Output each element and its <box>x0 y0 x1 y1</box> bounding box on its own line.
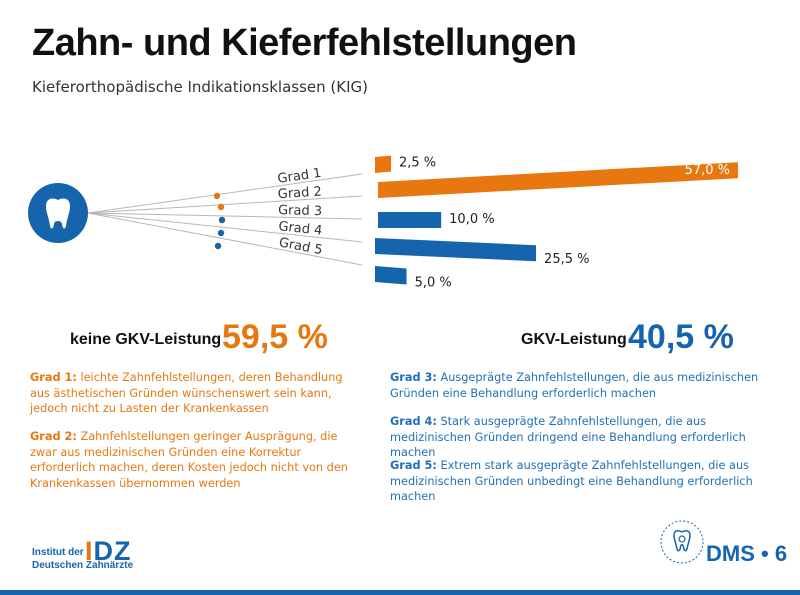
connector-line <box>87 173 363 214</box>
category-tick-label: Grad 5 <box>278 235 324 258</box>
grade-3-description: Grad 3: Ausgeprägte Zahnfehlstellungen, … <box>390 370 770 401</box>
grade-5-text: Extrem stark ausgeprägte Zahnfehlstellun… <box>390 459 753 503</box>
idz-institute-name: Institut der Deutschen Zahnärzte <box>32 546 133 572</box>
bar-value-label: 5,0 % <box>415 276 452 291</box>
left-total-label: keine GKV-Leistung <box>70 331 222 348</box>
connector-dot <box>213 192 221 200</box>
grade-2-description: Grad 2: Zahnfehlstellungen geringer Ausp… <box>30 429 350 491</box>
bar <box>375 155 391 173</box>
grade-4-text: Stark ausgeprägte Zahnfehlstellungen, di… <box>390 415 746 459</box>
connector-dot <box>214 242 222 250</box>
connector-dot <box>217 203 225 211</box>
bar-value-label: 2,5 % <box>399 156 436 171</box>
category-tick-label: Grad 1 <box>277 166 323 187</box>
connector-line <box>87 212 363 220</box>
idz-logo: IDZ <box>85 536 132 567</box>
idz-name-line-1: Institut der <box>32 547 84 558</box>
bar-value-label: 10,0 % <box>449 212 494 227</box>
dms-tooth-badge-icon <box>660 520 704 564</box>
grade-3-heading: Grad 3: <box>390 371 437 384</box>
right-total-value: 40,5 % <box>628 318 734 356</box>
grade-2-text: Zahnfehlstellungen geringer Ausprägung, … <box>30 430 348 490</box>
bottom-accent-bar <box>0 590 800 595</box>
dms-logo-text: DMS • 6 <box>706 541 788 566</box>
connector-line <box>87 212 363 266</box>
kig-bar-chart: Grad 1 2,5 % Grad 2 57,0 % Grad 3 10,0 % Grad … <box>28 155 738 291</box>
connector-line <box>87 212 363 243</box>
idz-logo-bar: I <box>85 536 94 566</box>
grade-1-description: Grad 1: leichte Zahnfehlstellungen, dere… <box>30 370 350 417</box>
grade-5-description: Grad 5: Extrem stark ausgeprägte Zahnfeh… <box>390 458 770 505</box>
category-tick-label: Grad 2 <box>277 185 322 203</box>
page-title: Zahn- und Kieferfehlstellungen <box>32 22 577 64</box>
page-subtitle: Kieferorthopädische Indikationsklassen (… <box>32 78 369 96</box>
grade-2-heading: Grad 2: <box>30 430 77 443</box>
left-total-value: 59,5 % <box>222 318 328 356</box>
bar <box>378 212 442 228</box>
grade-5-heading: Grad 5: <box>390 459 437 472</box>
bar <box>378 162 738 198</box>
bar-value-label: 25,5 % <box>544 252 589 267</box>
bar <box>375 238 537 262</box>
grade-4-description: Grad 4: Stark ausgeprägte Zahnfehlstellu… <box>390 414 770 461</box>
category-tick-label: Grad 4 <box>278 219 323 239</box>
connector-dot <box>218 216 226 224</box>
grade-3-text: Ausgeprägte Zahnfehlstellungen, die aus … <box>390 371 759 400</box>
right-total-label: GKV-Leistung <box>521 331 627 348</box>
grade-1-text: leichte Zahnfehlstellungen, deren Behand… <box>30 371 343 415</box>
category-tick-label: Grad 3 <box>278 203 322 219</box>
idz-name-line-2: Deutschen Zahnärzte <box>32 560 134 571</box>
connector-line <box>87 195 363 214</box>
bar-value-label: 57,0 % <box>685 163 730 178</box>
grade-4-heading: Grad 4: <box>390 415 437 428</box>
grade-1-heading: Grad 1: <box>30 371 77 384</box>
tooth-icon <box>46 198 70 229</box>
connector-dot <box>217 229 225 237</box>
bar <box>375 266 407 285</box>
idz-logo-text: DZ <box>93 536 132 566</box>
